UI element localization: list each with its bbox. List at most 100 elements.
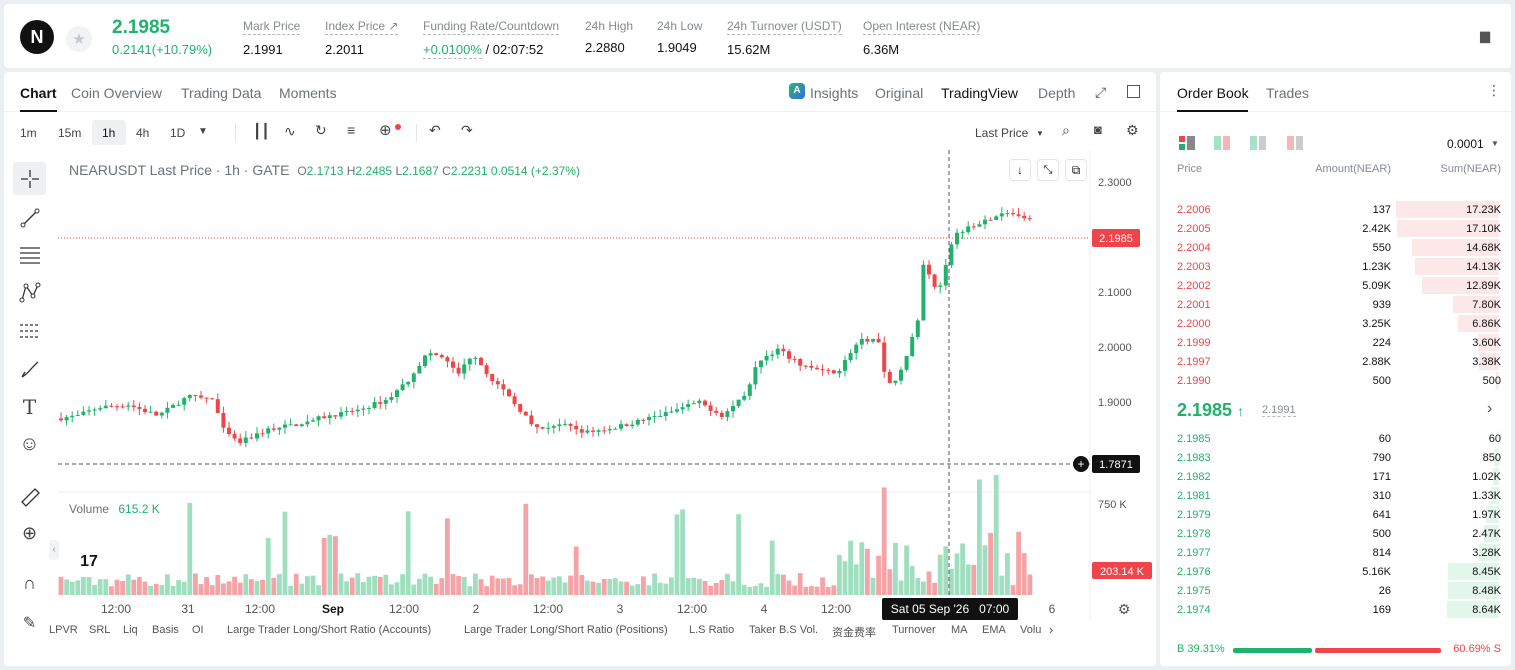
row-sum: 850 <box>1482 452 1501 464</box>
ruler-tool-icon[interactable] <box>13 480 46 513</box>
bid-row[interactable]: 2.1977 814 3.28K <box>1160 543 1511 562</box>
chart-settings-icon[interactable]: ⚙ <box>1118 601 1131 617</box>
ask-row[interactable]: 2.1990 500 500 <box>1160 371 1511 390</box>
indicator-more-icon[interactable]: › <box>1049 622 1054 637</box>
mid-price[interactable]: 2.1985 ↑ <box>1177 400 1245 420</box>
text-tool-icon[interactable]: T <box>22 394 37 419</box>
ask-row[interactable]: 2.2004 550 14.68K <box>1160 238 1511 257</box>
precision-select[interactable]: 0.0001 <box>1447 137 1484 151</box>
tab-insights[interactable]: Insights <box>810 85 859 101</box>
tab-trades[interactable]: Trades <box>1266 85 1310 101</box>
ask-row[interactable]: 2.2000 3.25K 6.86K <box>1160 314 1511 333</box>
ask-row[interactable]: 2.2003 1.23K 14.13K <box>1160 257 1511 276</box>
bid-row[interactable]: 2.1976 5.16K 8.45K <box>1160 562 1511 581</box>
emoji-tool-icon[interactable]: ☺ <box>19 433 40 455</box>
ask-row[interactable]: 2.2001 939 7.80K <box>1160 295 1511 314</box>
candlestick-chart[interactable]: 2.3000 2.1000 2.0000 1.9000 2.1985 + 1.7871… <box>58 150 1156 620</box>
indicator-item[interactable]: SRL <box>89 624 111 636</box>
collapse-toolbar-icon[interactable]: ‹ <box>49 540 59 560</box>
indicator-item[interactable]: EMA <box>982 624 1006 636</box>
more-menu-icon[interactable]: ⋮ <box>1487 82 1501 98</box>
interval-1m[interactable]: 1m <box>20 126 37 140</box>
tab-coin-overview[interactable]: Coin Overview <box>71 85 163 101</box>
ask-row[interactable]: 2.2002 5.09K 12.89K <box>1160 276 1511 295</box>
interval-1d[interactable]: 1D <box>170 126 186 140</box>
ask-row[interactable]: 2.1999 224 3.60K <box>1160 333 1511 352</box>
add-crosshair-icon[interactable] <box>1073 456 1089 472</box>
indicator-item[interactable]: Basis <box>152 624 179 636</box>
zoom-in-icon[interactable]: ⊕ <box>21 523 38 543</box>
layout-both-icon[interactable] <box>1179 136 1195 155</box>
bid-row[interactable]: 2.1985 60 60 <box>1160 429 1511 448</box>
chevron-right-icon[interactable]: › <box>1487 400 1493 417</box>
indicator-item[interactable]: L.S Ratio <box>689 624 735 636</box>
trendline-tool-icon[interactable] <box>13 201 46 234</box>
bid-row[interactable]: 2.1975 26 8.48K <box>1160 581 1511 600</box>
tab-depth[interactable]: Depth <box>1038 85 1076 101</box>
interval-1h[interactable]: 1h <box>102 126 116 140</box>
candle-type-icon[interactable]: ┃┃ <box>253 123 270 139</box>
indicator-item[interactable]: Taker B.S Vol. <box>749 624 819 636</box>
layout-asks-icon[interactable] <box>1287 136 1303 155</box>
interval-15m[interactable]: 15m <box>58 126 82 140</box>
ai-insights-icon[interactable]: A <box>789 83 805 99</box>
fib-tool-icon[interactable] <box>13 314 46 347</box>
interval-dropdown-icon[interactable]: ▼ <box>198 126 208 137</box>
settings-gear-icon[interactable]: ⚙ <box>1126 122 1139 138</box>
indicator-item[interactable]: Liq <box>123 624 138 636</box>
price-type-chevron-icon[interactable]: ▼ <box>1036 129 1044 138</box>
collapse-chart-icon[interactable]: ⤡ <box>1037 159 1059 181</box>
ask-row[interactable]: 2.2005 2.42K 17.10K <box>1160 219 1511 238</box>
indicator-item[interactable]: Volu <box>1020 624 1042 636</box>
layout-bids-asks-icon[interactable] <box>1214 136 1230 155</box>
price-type-select[interactable]: Last Price <box>975 126 1029 140</box>
pencil-lock-icon[interactable]: ✎ <box>22 614 37 632</box>
indicator-item[interactable]: MA <box>951 624 968 636</box>
indicators-icon[interactable]: ∿ <box>284 123 296 139</box>
add-alert-icon[interactable]: ⊕ <box>379 122 392 139</box>
undo-icon[interactable]: ↶ <box>429 122 441 138</box>
indicator-item[interactable]: Large Trader Long/Short Ratio (Accounts) <box>227 624 432 636</box>
book-icon[interactable]: ▆ <box>1480 28 1490 43</box>
favorite-star-icon[interactable]: ★ <box>66 26 92 52</box>
indicator-item[interactable]: Large Trader Long/Short Ratio (Positions… <box>464 624 668 636</box>
ask-row[interactable]: 2.1997 2.88K 3.38K <box>1160 352 1511 371</box>
indicator-item[interactable]: 资金费率 <box>832 627 876 639</box>
tab-trading-data[interactable]: Trading Data <box>181 85 262 101</box>
bid-row[interactable]: 2.1974 169 8.64K <box>1160 600 1511 619</box>
time-axis-label: 31 <box>181 602 195 616</box>
magnet-icon[interactable]: ∩ <box>23 573 36 593</box>
bid-row[interactable]: 2.1978 500 2.47K <box>1160 524 1511 543</box>
bid-row[interactable]: 2.1979 641 1.97K <box>1160 505 1511 524</box>
templates-icon[interactable]: ≡ <box>347 122 356 138</box>
tab-order-book[interactable]: Order Book <box>1177 85 1249 101</box>
brush-tool-icon[interactable] <box>13 352 46 385</box>
expand-icon[interactable]: ⤢ <box>1095 84 1107 100</box>
tab-tradingview[interactable]: TradingView <box>941 85 1019 101</box>
indicator-item[interactable]: OI <box>192 624 204 636</box>
indicator-item[interactable]: Turnover <box>892 624 936 636</box>
bid-row[interactable]: 2.1981 310 1.33K <box>1160 486 1511 505</box>
volume-bar <box>876 555 881 595</box>
tab-chart[interactable]: Chart <box>20 85 57 112</box>
horizontal-lines-tool-icon[interactable] <box>13 238 46 271</box>
restore-icon[interactable]: ⧉ <box>1065 159 1087 181</box>
replay-icon[interactable]: ↻ <box>315 122 327 138</box>
bid-row[interactable]: 2.1983 790 850 <box>1160 448 1511 467</box>
search-icon[interactable]: ⌕ <box>1062 122 1070 138</box>
tab-moments[interactable]: Moments <box>279 85 337 101</box>
scroll-down-icon[interactable]: ↓ <box>1009 159 1031 181</box>
ask-row[interactable]: 2.2006 137 17.23K <box>1160 200 1511 219</box>
interval-4h[interactable]: 4h <box>136 126 150 140</box>
crosshair-tool-icon[interactable] <box>13 162 46 195</box>
redo-icon[interactable]: ↷ <box>461 122 473 138</box>
pattern-tool-icon[interactable] <box>13 276 46 309</box>
tab-original[interactable]: Original <box>875 85 924 101</box>
layout-bids-icon[interactable] <box>1250 136 1266 155</box>
stat-index-price[interactable]: Index Price ↗ 2.2011 <box>325 19 399 57</box>
camera-icon[interactable]: ◙ <box>1094 122 1102 137</box>
indicator-item[interactable]: LPVR <box>49 624 78 636</box>
bid-row[interactable]: 2.1982 171 1.02K <box>1160 467 1511 486</box>
precision-chevron-icon[interactable]: ▼ <box>1491 139 1499 148</box>
fullscreen-icon[interactable] <box>1127 85 1140 98</box>
